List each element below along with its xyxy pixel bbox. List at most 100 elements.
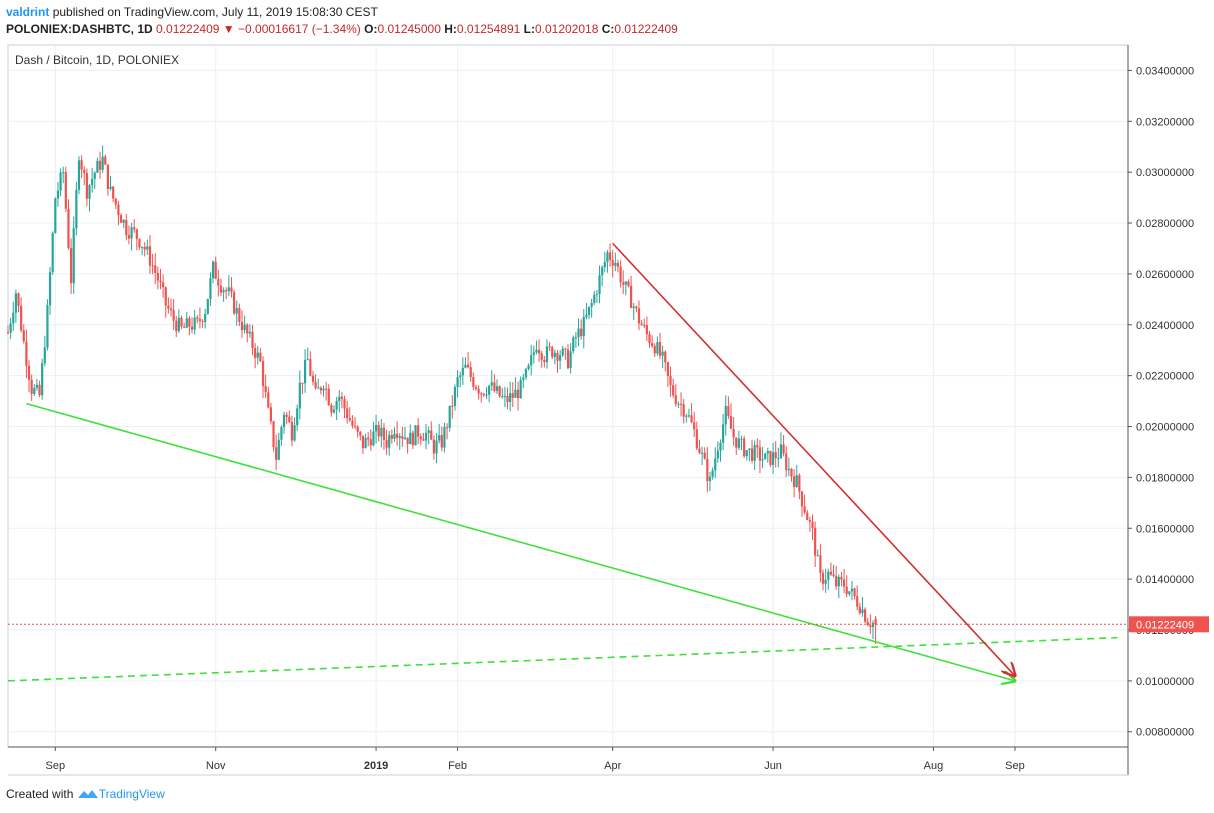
low-value: 0.01202018 [534, 22, 599, 36]
candle-body [574, 337, 577, 339]
candle-body [235, 308, 238, 314]
candle-body [272, 421, 275, 448]
candle-body [422, 439, 425, 441]
candle-body [135, 229, 138, 240]
candle-body [393, 433, 396, 439]
candle-body [666, 362, 670, 376]
x-tick-label: 2019 [364, 760, 388, 772]
candle-body [346, 408, 349, 419]
candle-body [488, 385, 491, 395]
candle-body [214, 261, 217, 279]
candle-body [246, 324, 249, 334]
candle-body [835, 575, 838, 587]
candle-body [729, 415, 733, 429]
candle-body [43, 347, 46, 364]
candle-body [311, 375, 315, 382]
candle-body [722, 424, 725, 443]
candle-body [377, 425, 380, 437]
candle-body [122, 219, 125, 223]
candle-body [217, 278, 220, 286]
candle-body [338, 396, 341, 401]
candle-body [548, 346, 551, 348]
y-tick-label: 0.01600000 [1136, 523, 1194, 535]
candle-body [861, 609, 864, 614]
current-price-label: 0.01222409 [1136, 619, 1194, 631]
candles [6, 145, 877, 644]
candle-body [485, 394, 488, 396]
candle-body [598, 275, 601, 294]
candle-body [669, 375, 672, 386]
candle-body [127, 235, 131, 239]
price-chart[interactable]: 0.03400000 0.03200000 0.03000000 0.02800000… [0, 0, 1214, 780]
candle-body [233, 292, 236, 314]
candle-body [325, 388, 328, 390]
candle-body [869, 625, 872, 628]
candle-body [771, 452, 775, 465]
tradingview-brand[interactable]: TradingView [98, 787, 165, 801]
candle-body [829, 571, 833, 575]
candle-body [808, 520, 811, 522]
candle-body [353, 425, 357, 427]
candle-body [566, 349, 570, 369]
candle-body [853, 588, 856, 597]
candle-body [490, 382, 493, 386]
candle-body [227, 287, 230, 292]
candle-body [390, 435, 393, 439]
low-label: L: [523, 22, 535, 36]
candle-body [761, 459, 764, 461]
candle-body [419, 436, 422, 440]
candle-body [406, 437, 409, 445]
candle-body [277, 439, 280, 460]
candle-body [543, 359, 546, 363]
candle-body [51, 233, 54, 273]
candle-body [130, 227, 133, 239]
candle-body [335, 400, 338, 410]
candle-body [627, 281, 630, 286]
candle-body [188, 318, 191, 327]
y-tick-label: 0.02200000 [1136, 371, 1194, 383]
candle-body [364, 437, 367, 449]
chart-title: Dash / Bitcoin, 1D, POLONIEX [15, 53, 179, 67]
x-tick-label: Apr [604, 760, 621, 772]
candle-body [466, 364, 470, 368]
chart-area[interactable]: 0.03400000 0.03200000 0.03000000 0.02800000… [0, 0, 1214, 785]
candle-body [493, 382, 496, 391]
candle-body [238, 308, 241, 322]
candle-body [672, 385, 675, 396]
candle-body [451, 405, 454, 407]
candle-body [519, 379, 522, 399]
candle-body [530, 355, 533, 366]
candle-body [551, 347, 554, 357]
candle-body [12, 312, 15, 324]
down-arrow-icon: ▼ [222, 22, 235, 36]
candle-body [572, 337, 575, 352]
candle-body [845, 586, 848, 595]
candle-body [800, 491, 804, 507]
candle-body [306, 359, 309, 361]
candle-body [248, 331, 251, 334]
candle-body [256, 352, 259, 358]
candle-body [317, 387, 320, 389]
candle-body [658, 342, 662, 356]
candle-body [464, 364, 467, 368]
candle-body [637, 308, 641, 324]
candle-body [374, 425, 378, 432]
candle-body [162, 282, 165, 288]
candle-body [148, 246, 152, 266]
high-value: 0.01254891 [456, 22, 521, 36]
candle-body [827, 571, 830, 580]
candle-body [382, 427, 386, 440]
author-name[interactable]: valdrint [6, 5, 50, 19]
candle-body [653, 346, 656, 354]
y-tick-label: 0.02600000 [1136, 269, 1194, 281]
candle-body [593, 294, 596, 304]
candle-body [456, 377, 459, 388]
candle-body [114, 198, 117, 205]
x-tick-label: Jun [764, 760, 782, 772]
candle-body [427, 430, 430, 434]
candle-body [430, 430, 433, 440]
candle-body [401, 436, 404, 439]
candle-body [611, 259, 614, 266]
candle-body [714, 458, 717, 471]
candle-body [261, 360, 265, 387]
